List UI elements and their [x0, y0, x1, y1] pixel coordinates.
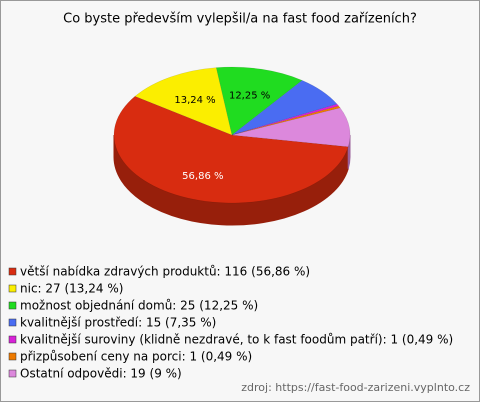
legend-swatch	[8, 267, 17, 276]
slice	[113, 95, 349, 204]
data-label: 56,86 %	[182, 171, 223, 182]
slice	[231, 105, 341, 136]
source: zdroj: https://fast-food-zarizeni.vyplnt…	[241, 381, 470, 394]
legend-swatch	[8, 301, 17, 310]
slice	[231, 107, 351, 148]
legend-swatch	[8, 352, 17, 361]
legend-label: Ostatní odpovědi: 19 (9 %)	[20, 367, 182, 381]
legend-swatch	[8, 318, 17, 327]
data-label: 13,24 %	[174, 95, 215, 106]
legend-swatch	[8, 335, 17, 344]
legend-label: přizpůsobení ceny na porci: 1 (0,49 %)	[20, 350, 252, 364]
slice	[231, 80, 338, 136]
legend-label: kvalitnější suroviny (klidně nezdravé, t…	[20, 333, 453, 347]
legend-label: nic: 27 (13,24 %)	[20, 282, 123, 296]
legend-swatch	[8, 369, 17, 378]
slice	[215, 66, 303, 136]
slice	[231, 103, 340, 136]
legend-label: kvalitnější prostředí: 15 (7,35 %)	[20, 316, 216, 330]
slice	[134, 67, 233, 136]
legend-swatch	[8, 284, 17, 293]
legend-label: větší nabídka zdravých produktů: 116 (56…	[20, 265, 310, 279]
data-label: 12,25 %	[229, 90, 270, 101]
legend-label: možnost objednání domů: 25 (12,25 %)	[20, 299, 258, 313]
chart-title: Co byste především vylepšil/a na fast fo…	[63, 12, 417, 27]
